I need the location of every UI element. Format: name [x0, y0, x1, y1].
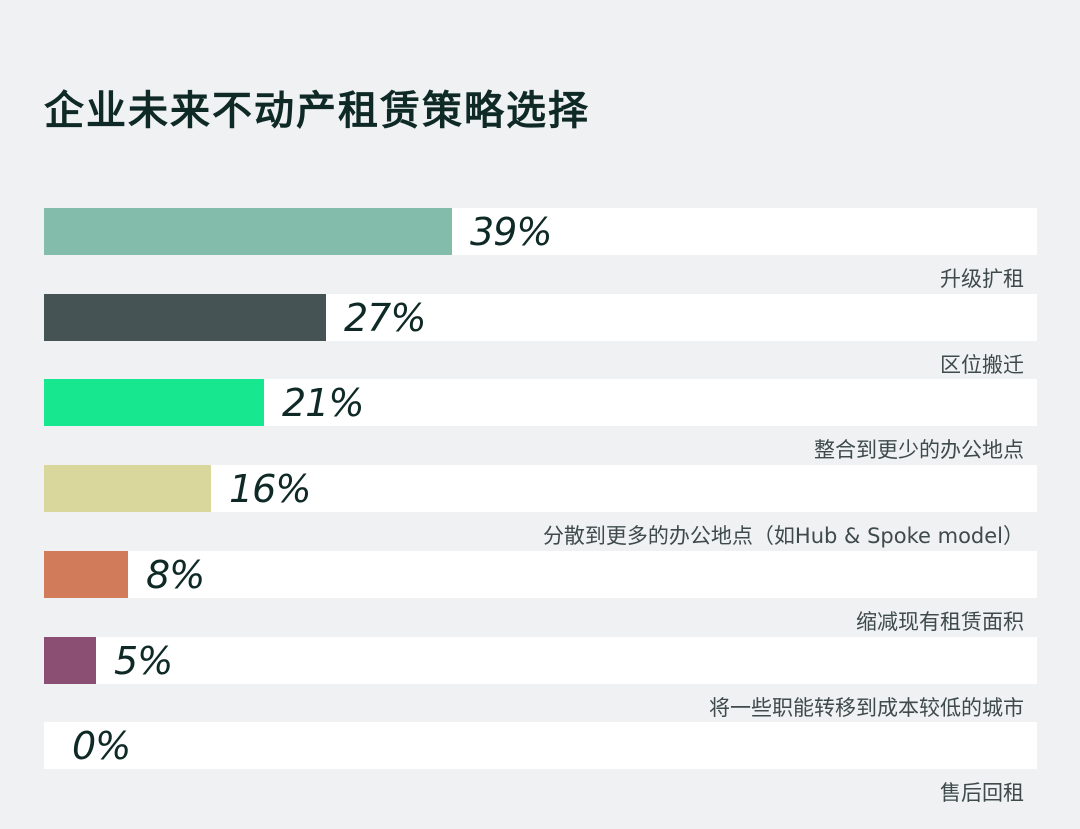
bar: [44, 551, 128, 598]
bar-track: 39%: [44, 208, 1037, 255]
bar: [44, 637, 96, 684]
category-label: 整合到更少的办公地点: [814, 438, 1024, 462]
category-label: 区位搬迁: [940, 353, 1024, 377]
bar-track: 16%: [44, 465, 1037, 512]
value-label: 0%: [72, 724, 131, 768]
bar-track: 21%: [44, 379, 1037, 426]
bar: [44, 208, 452, 255]
category-label: 缩减现有租赁面积: [856, 610, 1024, 634]
chart-title: 企业未来不动产租赁策略选择: [44, 88, 590, 134]
value-label: 8%: [146, 553, 205, 597]
value-label: 27%: [344, 296, 426, 340]
bar: [44, 379, 264, 426]
value-label: 16%: [229, 467, 311, 511]
value-label: 5%: [114, 639, 173, 683]
value-label: 39%: [470, 210, 552, 254]
category-label: 升级扩租: [940, 267, 1024, 291]
bar: [44, 465, 211, 512]
bar: [44, 294, 326, 341]
bar-track: 5%: [44, 637, 1037, 684]
bar-track: 27%: [44, 294, 1037, 341]
category-label: 分散到更多的办公地点（如Hub & Spoke model）: [542, 524, 1024, 548]
bar-track: 0%: [44, 722, 1037, 769]
value-label: 21%: [282, 381, 364, 425]
bar-track: 8%: [44, 551, 1037, 598]
category-label: 将一些职能转移到成本较低的城市: [709, 696, 1024, 720]
category-label: 售后回租: [940, 781, 1024, 805]
